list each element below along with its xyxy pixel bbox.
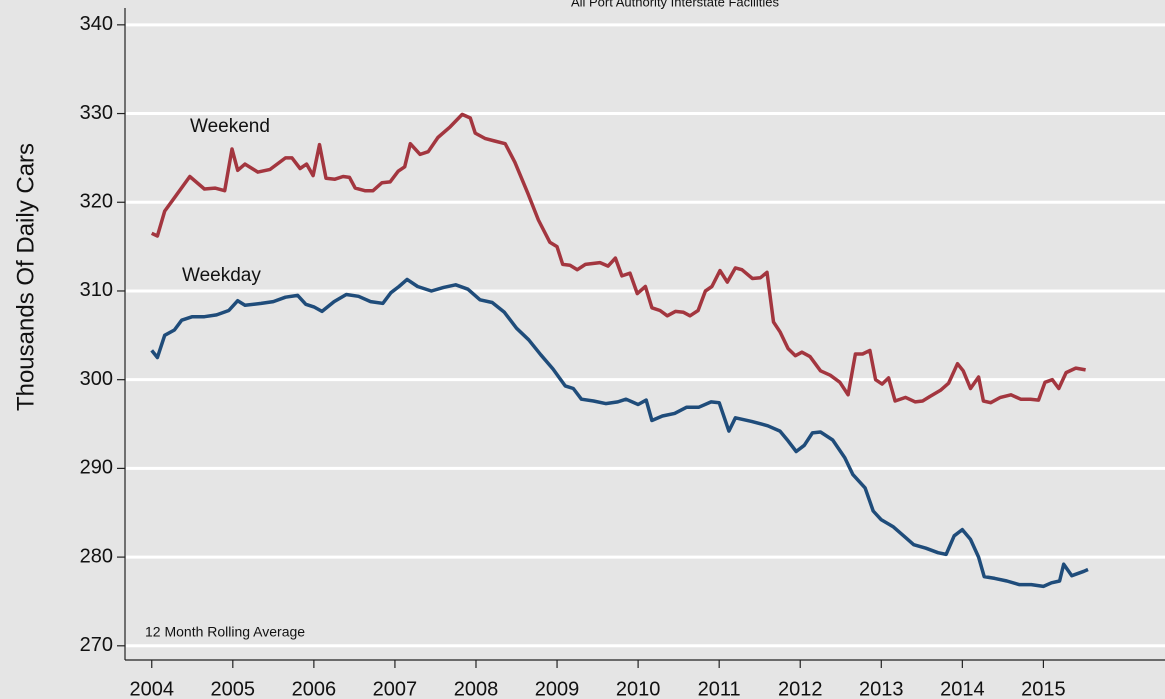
series-line [150,277,1089,589]
x-tick-label: 2014 [940,678,985,699]
x-tick-label: 2006 [292,678,337,699]
x-tick-label: 2004 [129,678,174,699]
y-tick-label: 340 [80,13,113,35]
x-tick-label: 2010 [616,678,661,699]
y-axis-label: Thousands Of Daily Cars [12,143,39,411]
series-line [150,112,1086,405]
series-label: Weekday [182,265,261,286]
y-tick-label: 320 [80,191,113,213]
series-label: Weekend [190,116,270,137]
y-tick-label: 300 [80,368,113,390]
y-tick-label: 270 [80,634,113,656]
x-tick-label: 2015 [1021,678,1066,699]
annotation: 12 Month Rolling Average [145,624,305,640]
x-tick-label: 2012 [778,678,823,699]
x-tick-label: 2011 [698,678,741,699]
x-tick-label: 2005 [211,678,256,699]
x-tick-label: 2008 [454,678,499,699]
x-tick-label: 2013 [859,678,904,699]
y-tick-label: 280 [80,545,113,567]
y-tick-label: 290 [80,457,113,479]
x-tick-label: 2007 [373,678,418,699]
y-tick-label: 310 [80,279,113,301]
x-tick-label: 2009 [535,678,580,699]
y-tick-label: 330 [80,102,113,124]
chart-title: All Port Authority Interstate Facilities [571,0,780,9]
